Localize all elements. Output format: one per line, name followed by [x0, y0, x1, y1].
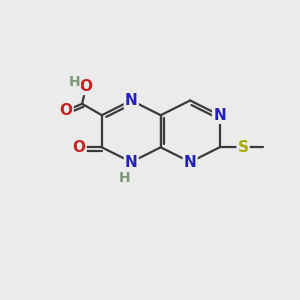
Text: H: H	[119, 171, 130, 185]
Text: N: N	[125, 154, 138, 169]
Text: O: O	[60, 103, 73, 118]
Text: N: N	[125, 93, 138, 108]
Text: N: N	[213, 108, 226, 123]
Text: N: N	[184, 154, 197, 169]
Text: O: O	[73, 140, 85, 155]
Text: S: S	[238, 140, 249, 155]
Text: H: H	[68, 75, 80, 89]
Text: O: O	[80, 79, 93, 94]
